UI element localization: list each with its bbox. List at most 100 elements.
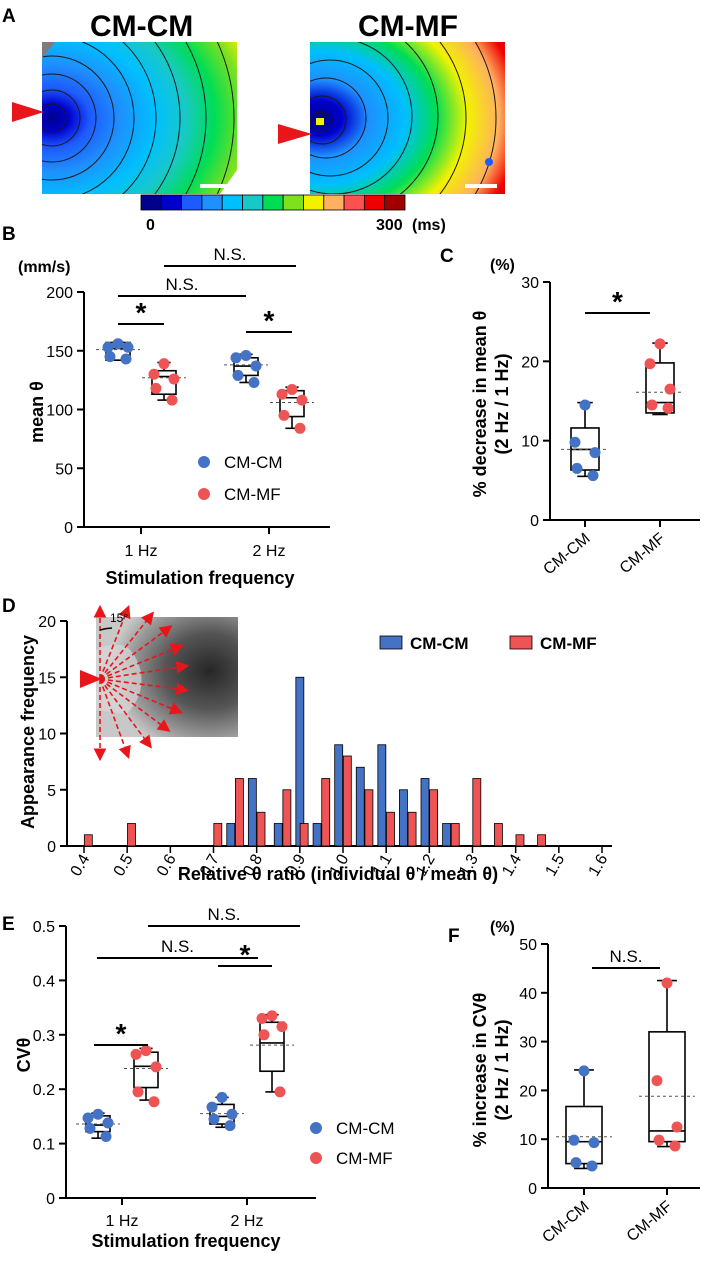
- data-point: [671, 1121, 683, 1133]
- data-point: [92, 1108, 104, 1120]
- panel-label-b: B: [2, 224, 16, 245]
- data-point: [258, 1029, 270, 1041]
- significance-ns: N.S.: [609, 947, 642, 966]
- y-tick-label: 200: [46, 285, 73, 302]
- scale-bar: [200, 184, 232, 188]
- panel-e-plot: 00.10.20.30.40.51 Hz 2 Hz**N.S.N.S.CM-CMC…: [33, 905, 395, 1230]
- legend-marker: [509, 635, 533, 650]
- panel-c-unit: (%): [490, 257, 515, 274]
- x-tick-label: 1 Hz: [125, 543, 158, 560]
- data-point: [653, 1134, 665, 1146]
- x-tick-label: 0.6: [154, 851, 180, 879]
- histogram-bar: [334, 744, 344, 847]
- panel-f-plot: 0 10 20 30 40 50 CM-CM CM-MF N.S.: [519, 937, 700, 1246]
- colorbar-swatch: [201, 194, 223, 211]
- histogram-bar: [273, 823, 283, 847]
- data-point: [150, 1061, 162, 1073]
- inset-direction-arrows: [93, 604, 190, 762]
- data-point: [276, 388, 288, 400]
- legend-marker: [310, 1122, 322, 1134]
- panel-e-ylabel: CVθ: [14, 1038, 34, 1073]
- data-point: [669, 1140, 681, 1152]
- activation-map-cm-cm: [42, 42, 237, 194]
- data-point: [208, 1113, 220, 1125]
- scale-bar: [465, 184, 497, 188]
- histogram-bar: [256, 811, 266, 847]
- data-point: [102, 1117, 114, 1129]
- inset-angle-arc: [99, 627, 113, 631]
- legend-marker: [198, 488, 210, 500]
- x-tick-label: 0.4: [68, 851, 94, 879]
- data-point: [84, 1122, 96, 1134]
- significance-ns: N.S.: [165, 275, 198, 294]
- x-tick-label: 1 Hz: [106, 1213, 139, 1230]
- panel-d-xlabel: Relative θ ratio (individual θ / mean θ): [178, 864, 498, 884]
- significance-ns: N.S.: [207, 905, 240, 924]
- data-point: [294, 422, 306, 434]
- x-tick-label: 1.5: [542, 851, 568, 879]
- data-point: [579, 399, 591, 411]
- y-tick-label: 0: [47, 839, 56, 856]
- data-point: [130, 1048, 142, 1060]
- data-point: [278, 409, 290, 421]
- histogram-bar: [420, 778, 430, 847]
- data-point: [158, 358, 170, 370]
- data-point: [568, 1134, 580, 1146]
- y-tick-label: 0.4: [33, 973, 55, 990]
- panel-d-ylabel: Appearance frequency: [18, 635, 38, 829]
- box: [565, 1105, 603, 1165]
- colorbar-swatch: [323, 194, 345, 211]
- data-point: [140, 1045, 152, 1057]
- data-point: [166, 394, 178, 406]
- x-tick-label: 0.5: [111, 851, 137, 879]
- data-point: [571, 462, 583, 474]
- data-point: [256, 1012, 268, 1024]
- data-point: [654, 338, 666, 350]
- histogram-bar: [493, 823, 503, 847]
- data-point: [276, 1021, 288, 1033]
- panel-a-title-left: CM-CM: [90, 10, 193, 43]
- legend-label: CM-CM: [224, 453, 283, 472]
- y-tick-label: 0.3: [33, 1028, 55, 1045]
- histogram-bar: [282, 789, 292, 847]
- x-tick-label: CM-MF: [624, 1198, 676, 1245]
- data-point: [586, 1160, 598, 1172]
- data-point: [122, 341, 134, 353]
- legend-label: CM-MF: [540, 634, 597, 653]
- data-point: [104, 351, 116, 363]
- legend-label: CM-CM: [336, 1119, 395, 1138]
- significance-ns: N.S.: [213, 245, 246, 264]
- legend-label: CM-MF: [224, 485, 281, 504]
- data-point: [644, 358, 656, 370]
- colorbar-swatch: [160, 194, 183, 211]
- panel-f-ylabel-line2: (2 Hz / 1 Hz): [492, 1019, 512, 1120]
- data-point: [588, 1137, 600, 1149]
- y-tick-label: 50: [519, 937, 537, 954]
- inset-angle-label: 15°: [110, 611, 128, 625]
- y-tick-label: 5: [47, 783, 56, 800]
- colorbar-unit: (ms): [412, 217, 446, 234]
- panel-d-inset: 15°: [80, 604, 238, 762]
- histogram-bar: [226, 823, 236, 847]
- histogram-bar: [213, 823, 223, 847]
- histogram-bar: [515, 834, 525, 847]
- panel-b-unit: (mm/s): [18, 259, 70, 276]
- histogram-bar: [537, 834, 546, 847]
- data-point: [569, 436, 581, 448]
- panel-f-unit: (%): [490, 919, 515, 936]
- colorbar-swatch: [282, 194, 304, 211]
- panel-a-title-right: CM-MF: [358, 10, 458, 43]
- data-point: [661, 977, 673, 989]
- histogram-bar: [342, 755, 352, 847]
- data-point: [148, 368, 160, 380]
- data-point: [224, 1120, 236, 1132]
- significance-star: *: [264, 305, 275, 336]
- data-point: [132, 1086, 144, 1098]
- data-point: [112, 338, 124, 350]
- y-tick-label: 50: [55, 461, 73, 478]
- colorbar-swatch: [343, 194, 365, 211]
- y-tick-label: 30: [521, 275, 539, 292]
- y-tick-label: 15: [38, 670, 56, 687]
- y-tick-label: 0.1: [33, 1137, 55, 1154]
- y-tick-label: 10: [38, 727, 56, 744]
